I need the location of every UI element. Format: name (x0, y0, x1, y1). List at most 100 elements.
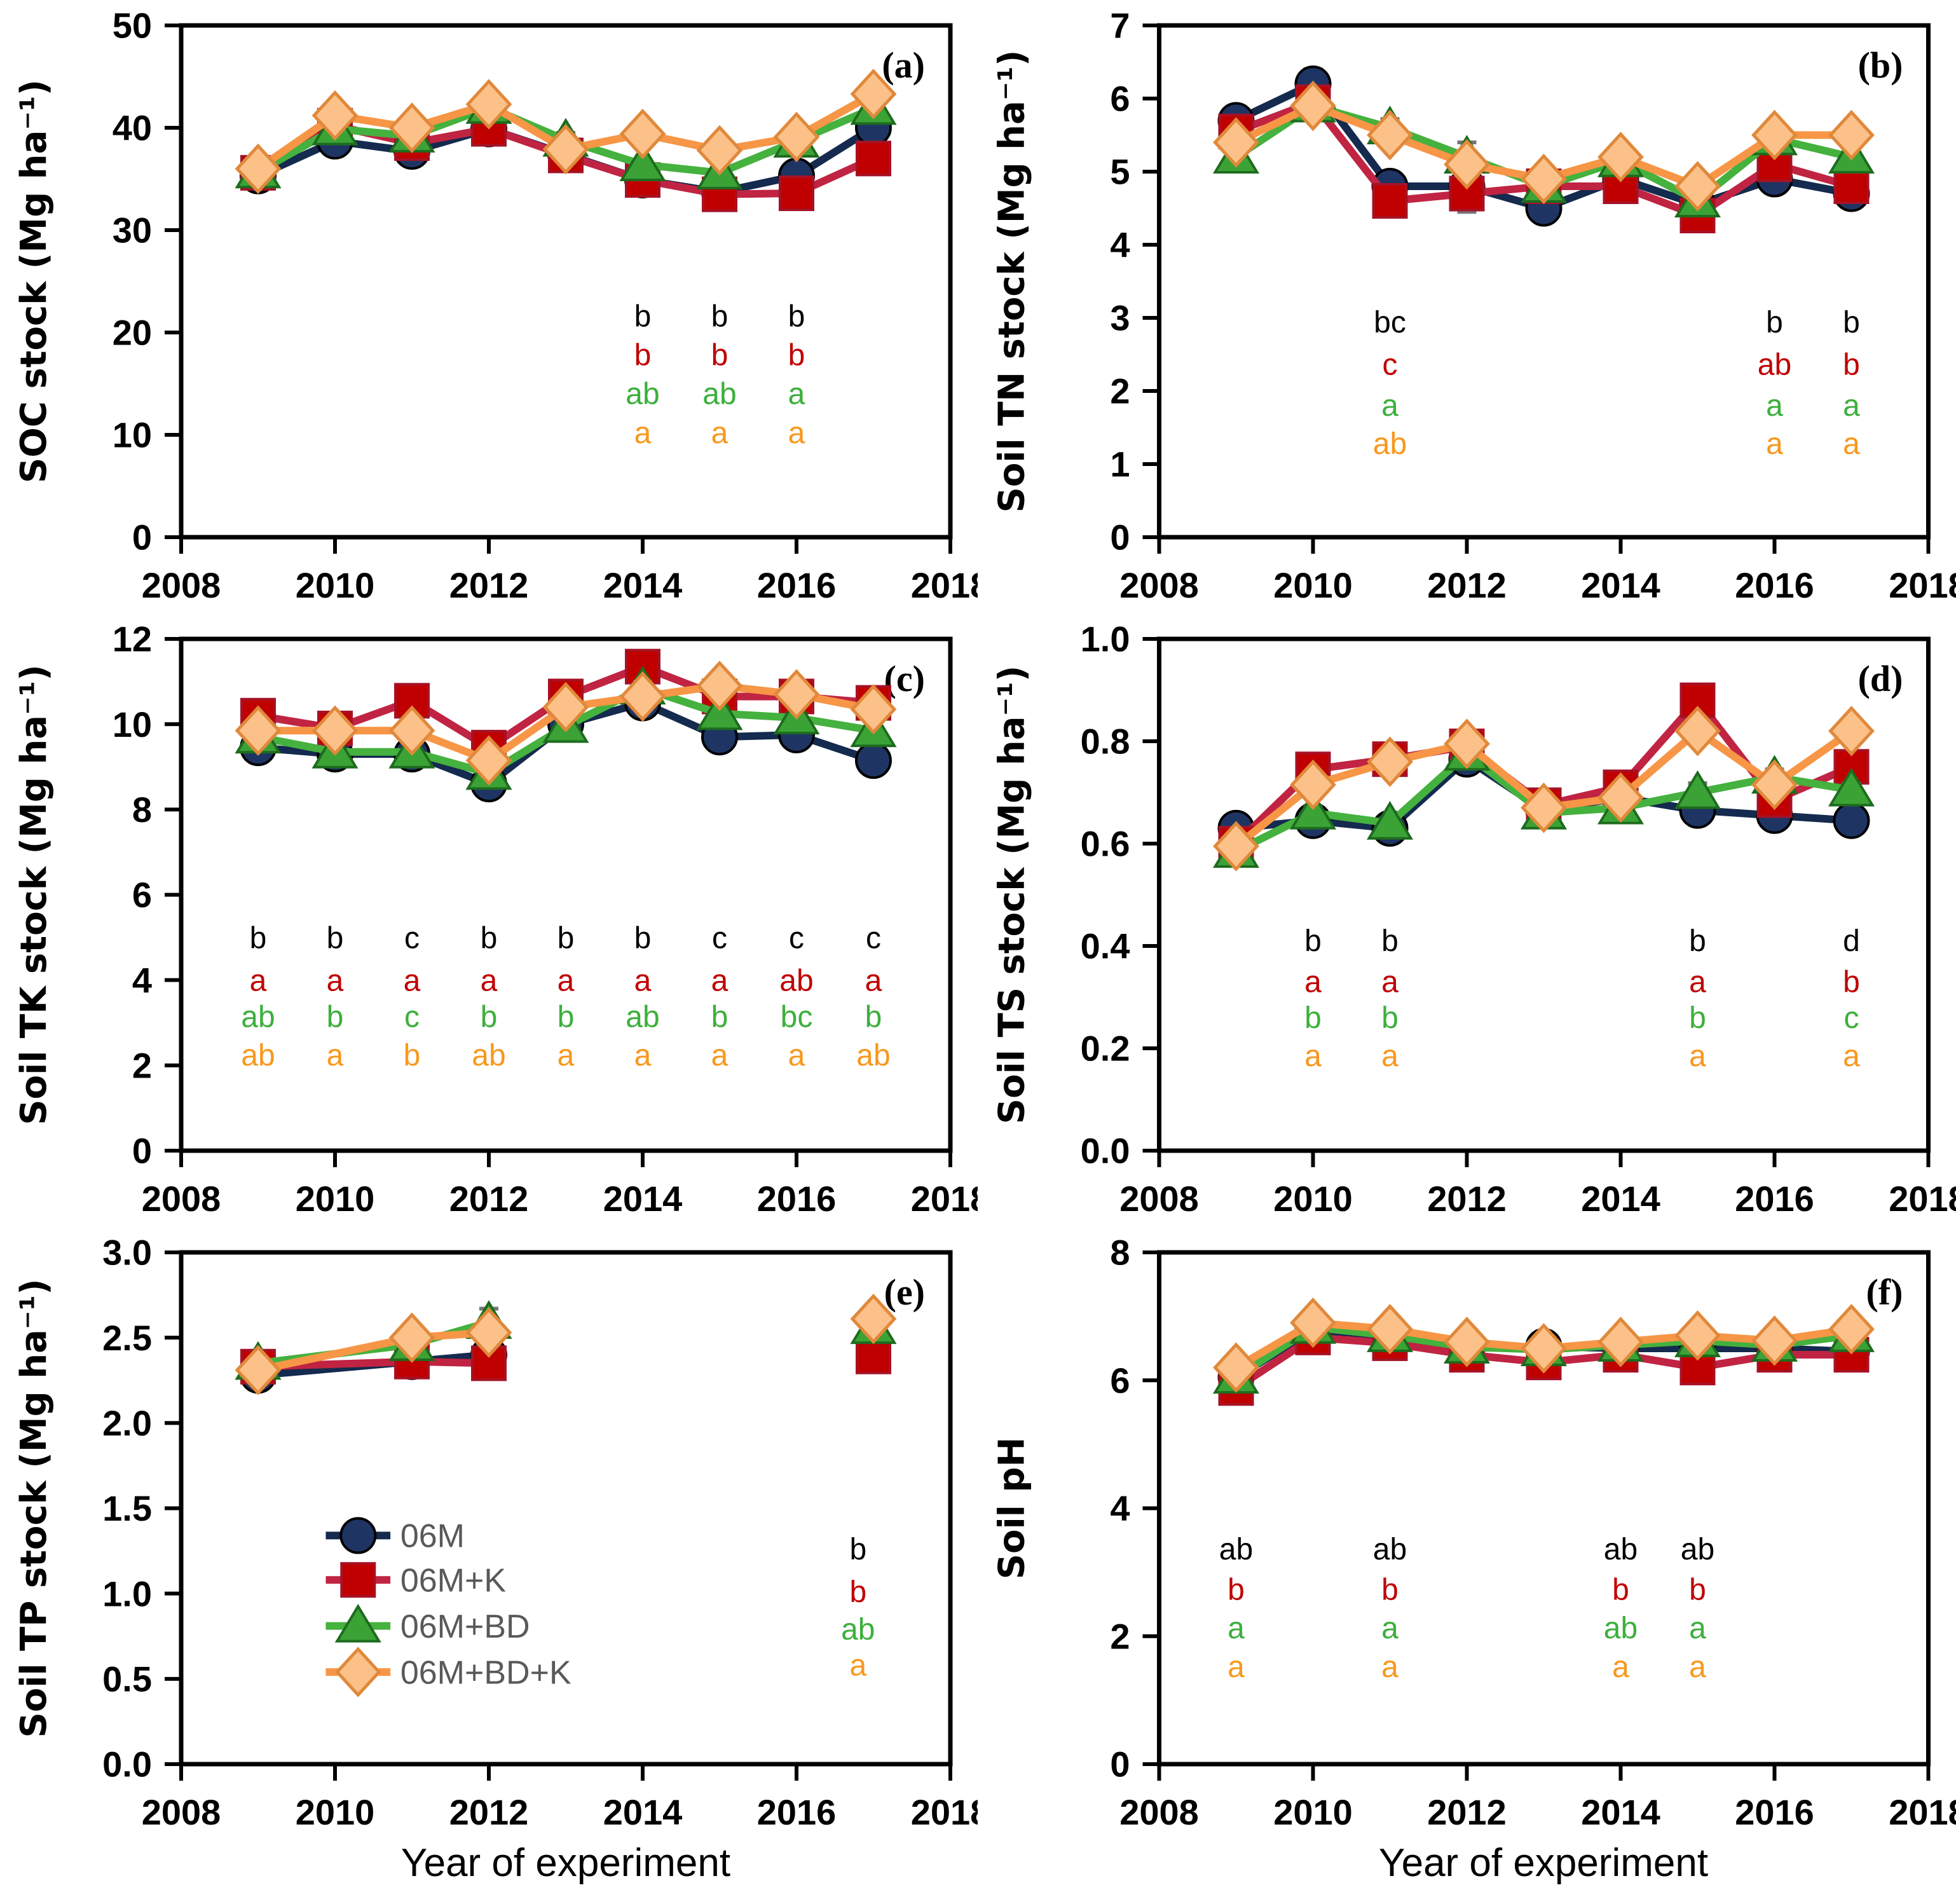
panel-svg-e: 0.0 0.5 1.0 1.5 2.0 2.5 3.0 2008 2010 2012 2014 201… (13, 1233, 978, 1832)
svg-text:ab: ab (1219, 1533, 1253, 1566)
axis: 0 10 20 30 40 50 2008 2010 2012 2014 2016 2018 (113, 6, 978, 605)
svg-text:b: b (1689, 1001, 1706, 1035)
svg-text:0.8: 0.8 (1081, 722, 1130, 762)
svg-text:b: b (711, 299, 728, 333)
svg-text:b: b (1689, 1573, 1706, 1606)
svg-text:a: a (1304, 965, 1322, 999)
svg-text:0: 0 (1110, 1744, 1130, 1784)
svg-text:0.6: 0.6 (1081, 824, 1130, 864)
svg-text:a: a (250, 964, 267, 997)
svg-text:c: c (789, 921, 804, 955)
x-axis-title-right-label: Year of experiment (1378, 1841, 1709, 1885)
panel-b: 0 1 2 3 4 5 6 7 2008 2010 2012 2014 2016 2018 Soil TN … (978, 0, 1956, 613)
svg-text:Soil pH: Soil pH (992, 1437, 1033, 1580)
series-06M+BD+K (1213, 1297, 1875, 1393)
svg-text:b: b (1381, 1573, 1399, 1606)
svg-text:50: 50 (113, 6, 152, 46)
svg-text:2018: 2018 (1889, 1179, 1956, 1219)
svg-text:a: a (1843, 427, 1860, 461)
panel-e: 0.0 0.5 1.0 1.5 2.0 2.5 3.0 2008 2010 2012 2014 201… (0, 1227, 978, 1840)
svg-text:2008: 2008 (1119, 1179, 1199, 1219)
svg-text:b: b (788, 339, 805, 373)
svg-text:2016: 2016 (757, 1179, 837, 1219)
svg-text:2010: 2010 (1273, 1792, 1353, 1832)
svg-text:1.5: 1.5 (102, 1488, 152, 1528)
svg-text:2010: 2010 (296, 565, 375, 605)
panel-a: 0 10 20 30 40 50 2008 2010 2012 2014 2016 2018 SOC s… (0, 0, 978, 613)
series-06M+K (240, 1338, 891, 1385)
svg-text:Soil TK stock (Mg ha⁻¹): Soil TK stock (Mg ha⁻¹) (13, 664, 55, 1125)
svg-text:b: b (1843, 306, 1860, 339)
panel-c: 0 2 4 6 8 10 12 2008 2010 2012 2014 2016 2018 Soil TK… (0, 613, 978, 1227)
svg-text:2016: 2016 (1735, 1179, 1814, 1219)
svg-text:a: a (327, 1039, 344, 1072)
svg-text:0.2: 0.2 (1081, 1029, 1130, 1069)
svg-text:b: b (1381, 924, 1399, 958)
svg-text:b: b (1381, 1001, 1399, 1035)
svg-text:ab: ab (472, 1039, 505, 1072)
svg-text:2: 2 (1110, 371, 1130, 411)
y-axis-title: Soil pH (992, 1437, 1033, 1580)
svg-text:2.5: 2.5 (102, 1318, 152, 1358)
svg-text:8: 8 (1110, 1233, 1130, 1273)
svg-text:c: c (1844, 1001, 1859, 1035)
x-axis-title-left: Year of experiment (0, 1840, 978, 1886)
y-axis-title: Soil TS stock (Mg ha⁻¹) (992, 666, 1033, 1124)
svg-text:ab: ab (241, 1039, 275, 1072)
svg-text:b: b (481, 1000, 498, 1034)
svg-text:2012: 2012 (449, 565, 529, 605)
y-axis-title: Soil TN stock (Mg ha⁻¹) (992, 50, 1033, 513)
svg-text:b: b (1689, 924, 1706, 958)
svg-text:2016: 2016 (757, 1792, 837, 1832)
error-bars (249, 1306, 883, 1371)
svg-text:2008: 2008 (1119, 1792, 1199, 1832)
svg-text:2014: 2014 (603, 565, 683, 605)
svg-text:4: 4 (132, 960, 152, 1000)
x-axis-title-right: Year of experiment (978, 1840, 1955, 1886)
svg-text:b: b (1766, 306, 1783, 339)
svg-text:2012: 2012 (1427, 565, 1507, 605)
svg-text:2010: 2010 (1273, 1179, 1353, 1219)
svg-text:a: a (404, 964, 421, 997)
svg-text:2008: 2008 (142, 1792, 221, 1832)
svg-text:bc: bc (781, 1000, 813, 1034)
svg-text:2012: 2012 (1427, 1792, 1507, 1832)
svg-text:a: a (788, 378, 805, 411)
svg-text:4: 4 (1110, 1488, 1130, 1528)
svg-text:a: a (557, 1039, 575, 1072)
svg-text:2016: 2016 (757, 565, 837, 605)
svg-text:06M: 06M (400, 1518, 465, 1555)
svg-text:b: b (634, 339, 652, 373)
axis: 0 2 4 6 8 2008 2010 2012 2014 2016 2018 (1110, 1233, 1956, 1832)
significance-letters: b b bb b bab ab aa a a (626, 299, 805, 450)
significance-letters: b b b da a a bb b b ca a a a (1304, 924, 1860, 1073)
svg-text:2008: 2008 (1119, 565, 1199, 605)
svg-text:a: a (849, 1648, 866, 1682)
svg-text:a: a (634, 1039, 652, 1072)
svg-text:0.4: 0.4 (1081, 926, 1130, 966)
svg-text:Soil TN stock (Mg ha⁻¹): Soil TN stock (Mg ha⁻¹) (992, 50, 1033, 513)
svg-text:a: a (788, 416, 805, 450)
panel-tag: (a) (882, 45, 925, 86)
svg-text:ab: ab (1373, 1533, 1407, 1566)
svg-text:2: 2 (1110, 1616, 1130, 1656)
svg-text:7: 7 (1110, 6, 1130, 46)
svg-text:b: b (1843, 348, 1860, 382)
svg-text:b: b (849, 1533, 866, 1566)
svg-text:a: a (481, 964, 498, 997)
svg-text:1: 1 (1110, 444, 1130, 484)
markers (235, 661, 897, 786)
svg-text:b: b (404, 1039, 421, 1072)
svg-text:ab: ab (702, 378, 736, 411)
svg-text:(a): (a) (882, 45, 925, 86)
svg-text:0: 0 (1110, 517, 1130, 558)
x-axis-titles: Year of experiment Year of experiment (0, 1840, 1956, 1904)
panel-tag: (e) (884, 1271, 925, 1313)
panel-d: 0.0 0.2 0.4 0.6 0.8 1.0 2008 2010 2012 2014 2016 20… (978, 613, 1956, 1227)
svg-text:4: 4 (1110, 225, 1130, 265)
svg-text:2018: 2018 (911, 565, 978, 605)
svg-text:a: a (788, 1039, 805, 1072)
svg-text:3.0: 3.0 (102, 1233, 152, 1273)
svg-text:6: 6 (132, 875, 152, 915)
